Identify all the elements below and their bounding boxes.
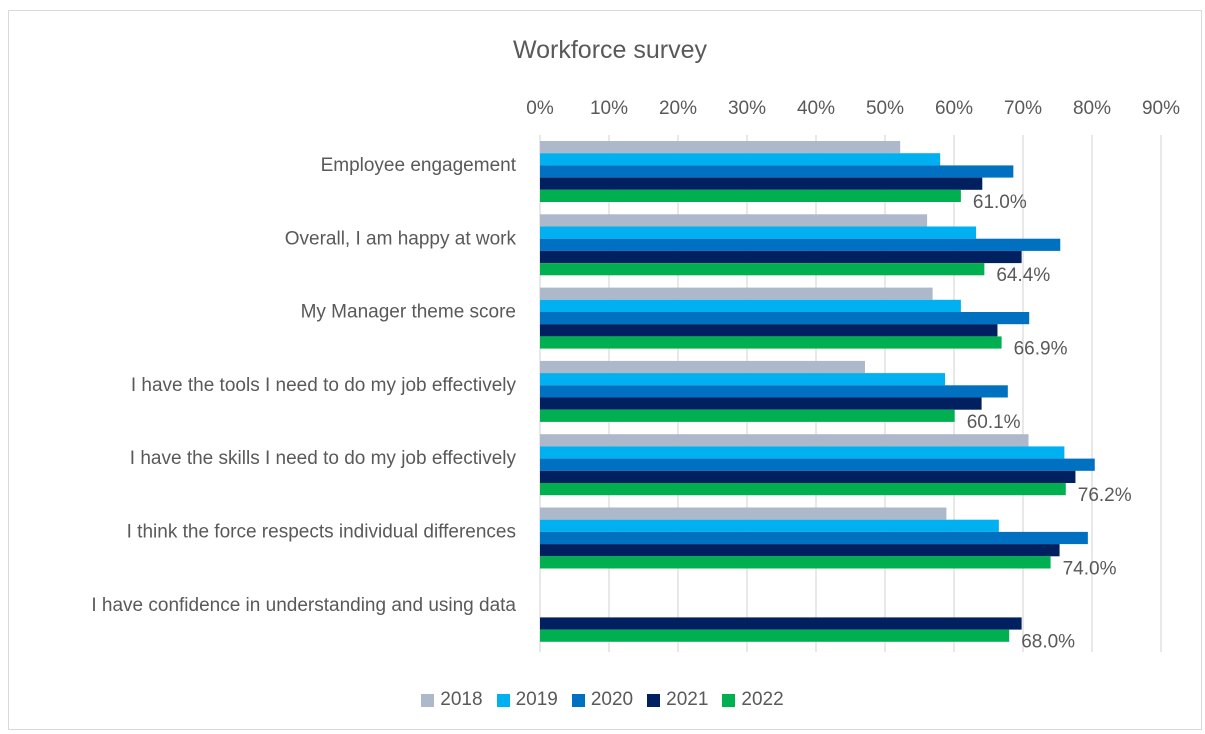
x-tick-label: 80% (1073, 98, 1111, 119)
bar-2018 (540, 287, 933, 300)
category-label: I have the tools I need to do my job eff… (131, 375, 517, 396)
bar-2021 (540, 177, 983, 190)
data-label: 66.9% (1014, 339, 1068, 360)
bar-2022 (540, 409, 955, 422)
bar-2020 (540, 238, 1061, 251)
bar-2019 (540, 226, 977, 239)
data-label: 60.1% (967, 412, 1021, 433)
legend-swatch (421, 693, 435, 707)
legend-label: 2018 (440, 689, 483, 710)
legend: 2018 2019 2020 2021 2022 (0, 689, 1205, 711)
legend-label: 2019 (515, 689, 558, 710)
legend-label: 2021 (666, 689, 709, 710)
legend-swatch (647, 693, 661, 707)
bar-2022 (540, 556, 1051, 569)
x-tick-label: 10% (590, 98, 628, 119)
bar-2022 (540, 483, 1066, 496)
x-tick-label: 60% (935, 98, 973, 119)
bar-2019 (540, 299, 961, 312)
bar-2020 (540, 165, 1014, 178)
category-label: I have confidence in understanding and u… (91, 595, 516, 616)
data-label: 64.4% (996, 265, 1050, 286)
legend-item-2022: 2022 (722, 689, 784, 711)
bar-2018 (540, 507, 947, 520)
bar-2022 (540, 189, 961, 202)
data-label: 74.0% (1063, 558, 1117, 579)
chart-title: Workforce survey (512, 36, 708, 64)
bar-2019 (540, 373, 946, 386)
category-label: I think the force respects individual di… (127, 522, 516, 543)
bars (540, 141, 1095, 642)
bar-2020 (540, 312, 1030, 325)
data-label: 61.0% (973, 192, 1027, 213)
x-tick-label: 30% (728, 98, 766, 119)
bar-2022 (540, 336, 1002, 349)
category-label: Overall, I am happy at work (285, 228, 517, 249)
bar-2021 (540, 250, 1022, 264)
x-tick-label: 20% (659, 98, 697, 119)
x-tick-label: 70% (1004, 98, 1042, 119)
category-label: Employee engagement (321, 155, 517, 176)
bar-2022 (540, 629, 1010, 642)
legend-item-2018: 2018 (421, 689, 483, 711)
bar-2018 (540, 360, 865, 374)
category-labels: Employee engagement Overall, I am happy a… (91, 155, 516, 616)
bar-2019 (540, 446, 1065, 459)
x-axis-ticks: 0% 10% 20% 30% 40% 50% 60% 70% 80% 90% (526, 98, 1180, 119)
bar-2018 (540, 214, 928, 227)
legend-swatch (722, 693, 736, 707)
legend-label: 2022 (741, 689, 784, 710)
bar-2021 (540, 470, 1076, 483)
bar-2020 (540, 458, 1095, 471)
legend-item-2020: 2020 (571, 689, 634, 711)
legend-swatch (571, 693, 585, 707)
bar-2019 (540, 519, 999, 532)
legend-item-2019: 2019 (496, 689, 558, 711)
bar-2020 (540, 385, 1008, 398)
data-label: 68.0% (1021, 632, 1075, 653)
x-tick-label: 0% (526, 98, 554, 119)
x-tick-label: 50% (866, 98, 904, 119)
bar-2021 (540, 617, 1022, 630)
bar-2019 (540, 153, 941, 166)
x-tick-label: 90% (1142, 98, 1180, 119)
bar-2018 (540, 434, 1029, 447)
legend-swatch (496, 693, 510, 707)
category-label: I have the skills I need to do my job ef… (130, 448, 517, 469)
data-label: 76.2% (1078, 485, 1132, 506)
legend-label: 2020 (590, 689, 634, 710)
x-tick-label: 40% (797, 98, 835, 119)
category-label: My Manager theme score (301, 302, 516, 323)
bar-2021 (540, 324, 998, 337)
bar-2021 (540, 544, 1060, 557)
bar-2022 (540, 263, 985, 276)
legend-item-2021: 2021 (647, 689, 708, 711)
bar-2021 (540, 397, 982, 410)
bar-2020 (540, 531, 1088, 545)
bar-2018 (540, 141, 901, 154)
data-labels: 61.0% 64.4% 66.9% 60.1% 76.2% 74.0% 68.0% (967, 192, 1132, 653)
